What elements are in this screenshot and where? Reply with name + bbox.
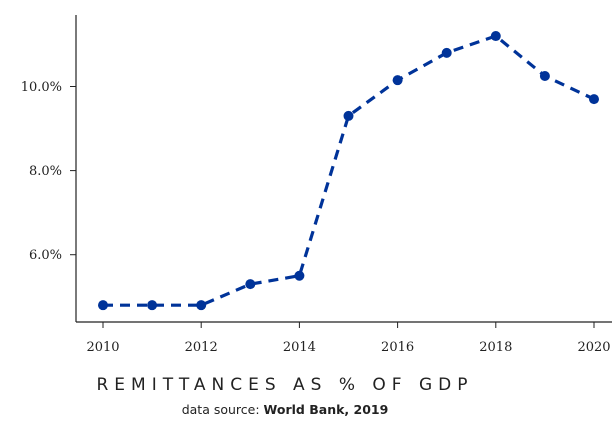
x-tick-label: 2014 <box>283 340 316 355</box>
data-point <box>98 300 108 311</box>
x-tick-label: 2018 <box>479 340 512 355</box>
series-group <box>98 31 599 311</box>
line-chart: 2010 2012 2014 2016 2018 2020 6.0% 8.0% 10.0% <box>21 15 612 355</box>
chart-title: REMITTANCES AS % OF GDP <box>96 375 474 395</box>
data-point <box>490 31 501 42</box>
x-tick-label: 2016 <box>381 340 414 355</box>
data-point <box>392 75 403 86</box>
y-tick-label: 6.0% <box>29 248 62 263</box>
y-tick-label: 8.0% <box>29 164 62 179</box>
x-tick-label: 2012 <box>185 340 218 355</box>
data-point <box>441 47 452 58</box>
x-tick-label: 2020 <box>577 340 610 355</box>
y-tick-label: 10.0% <box>21 80 62 95</box>
source-name: World Bank, 2019 <box>263 402 389 417</box>
data-point <box>294 270 305 281</box>
chart-source: data source: World Bank, 2019 <box>0 402 614 417</box>
series-line <box>103 34 595 307</box>
x-tick-label: 2010 <box>86 340 119 355</box>
x-axis-ticks: 2010 2012 2014 2016 2018 2020 <box>86 322 611 355</box>
data-point <box>589 94 599 105</box>
data-point <box>147 300 158 311</box>
data-point <box>539 70 550 81</box>
y-axis-ticks: 6.0% 8.0% 10.0% <box>21 80 76 263</box>
data-point <box>245 279 256 290</box>
axes <box>75 15 612 323</box>
data-point <box>343 110 354 121</box>
data-point <box>196 300 207 311</box>
source-label: data source: <box>181 402 260 417</box>
